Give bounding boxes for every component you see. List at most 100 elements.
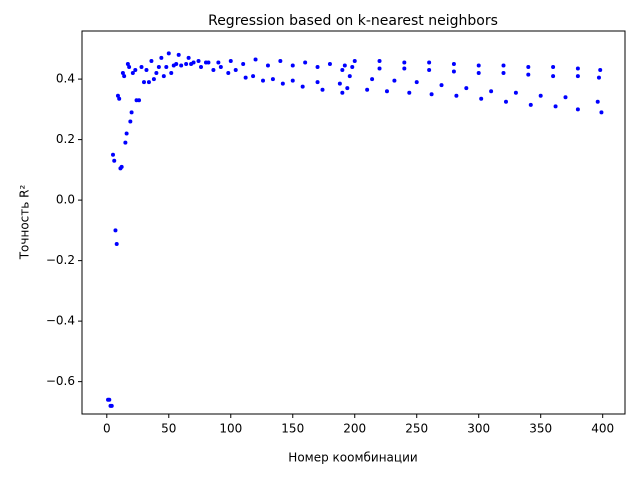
point	[352, 58, 357, 63]
point	[414, 80, 419, 85]
point	[553, 104, 558, 109]
x-tick-label: 300	[467, 422, 490, 436]
x-tick-label: 150	[281, 422, 304, 436]
point	[402, 66, 407, 71]
point	[120, 71, 125, 76]
point	[320, 87, 325, 92]
point	[109, 403, 114, 408]
point	[125, 61, 130, 66]
y-axis-label: Точность R²	[18, 185, 32, 261]
point	[119, 164, 124, 169]
point	[454, 93, 459, 98]
point	[169, 71, 174, 76]
point	[315, 80, 320, 85]
point	[575, 74, 580, 79]
point	[151, 77, 156, 82]
point	[127, 65, 132, 70]
point	[128, 119, 133, 124]
point	[117, 96, 122, 101]
point	[384, 89, 389, 94]
point	[176, 52, 181, 57]
point	[513, 90, 518, 95]
point	[599, 110, 604, 115]
point	[112, 158, 117, 163]
x-tick-label: 50	[161, 422, 176, 436]
point	[129, 110, 134, 115]
point	[179, 63, 184, 68]
point	[350, 65, 355, 70]
point	[186, 55, 191, 60]
point	[315, 65, 320, 70]
point	[595, 99, 600, 104]
point	[327, 61, 332, 66]
point	[154, 71, 159, 76]
point	[228, 58, 233, 63]
point	[476, 71, 481, 76]
point	[261, 78, 265, 83]
point	[392, 78, 397, 83]
point	[196, 58, 201, 63]
point	[226, 71, 231, 76]
point	[551, 74, 556, 79]
point	[114, 241, 119, 246]
point	[526, 72, 531, 77]
point	[149, 58, 154, 63]
point	[280, 81, 285, 86]
y-tick-label: 0.0	[56, 193, 75, 207]
point	[144, 68, 149, 73]
y-tick-label: 0.2	[56, 132, 75, 146]
point	[203, 60, 208, 65]
point	[427, 68, 432, 73]
point	[377, 58, 382, 63]
point	[596, 75, 601, 80]
x-tick-label: 350	[529, 422, 552, 436]
point	[365, 87, 370, 92]
point	[278, 58, 283, 63]
point	[342, 63, 347, 68]
point	[337, 81, 342, 86]
point	[233, 68, 238, 73]
x-tick-label: 400	[591, 422, 614, 436]
point	[439, 83, 444, 88]
x-axis-label: Номер коомбинации	[288, 451, 417, 465]
point	[189, 61, 194, 66]
point	[340, 68, 345, 73]
point	[402, 60, 407, 65]
point	[464, 86, 469, 91]
point	[427, 60, 432, 65]
x-tick-label: 0	[103, 422, 111, 436]
point	[377, 66, 382, 71]
y-tick-label: 0.4	[56, 72, 75, 86]
point	[184, 61, 189, 66]
point	[526, 65, 531, 70]
point	[156, 65, 161, 70]
point	[171, 63, 176, 68]
plot-frame	[81, 30, 626, 415]
point	[218, 65, 223, 70]
point	[347, 74, 352, 79]
point	[489, 89, 494, 94]
x-tick-label: 100	[219, 422, 242, 436]
point	[146, 80, 151, 85]
point	[290, 78, 295, 83]
point	[407, 90, 412, 95]
point	[300, 84, 305, 89]
y-tick-label: −0.6	[46, 374, 75, 388]
point	[290, 63, 295, 68]
point	[211, 68, 216, 73]
point	[130, 71, 135, 76]
point	[538, 93, 543, 98]
x-tick-label: 250	[405, 422, 428, 436]
point	[451, 61, 456, 66]
point	[124, 131, 129, 136]
point	[598, 68, 603, 73]
point	[563, 95, 568, 100]
point	[503, 99, 508, 104]
point	[113, 228, 118, 233]
point	[501, 71, 506, 76]
x-tick-label: 200	[343, 422, 366, 436]
point	[370, 77, 375, 82]
point	[107, 397, 112, 402]
point	[476, 63, 481, 68]
